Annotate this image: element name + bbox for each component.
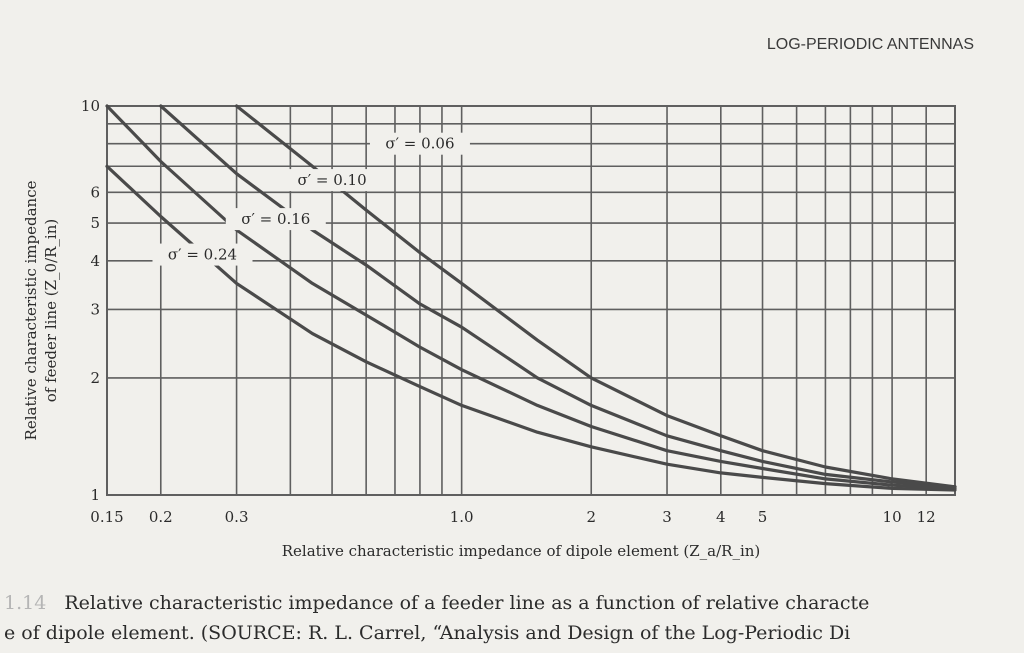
x-tick-label: 1.0: [450, 508, 474, 526]
y-tick-label: 2: [90, 369, 100, 387]
x-tick-label: 0.2: [149, 508, 173, 526]
curve-label-1: σ′ = 0.06: [385, 135, 454, 153]
grid: [106, 105, 956, 496]
x-tick-label: 5: [758, 508, 768, 526]
y-tick-label: 10: [81, 97, 100, 115]
curve-label-background: [152, 243, 253, 266]
x-tick-label: 2: [586, 508, 596, 526]
x-tick-label: 12: [917, 508, 936, 526]
curve-label-background: [282, 169, 383, 192]
x-tick-label: 3: [662, 508, 672, 526]
curve-label-background: [225, 208, 326, 231]
curve-series-4: [105, 164, 957, 492]
x-tick-label: 4: [716, 508, 726, 526]
caption-line-1: 1.14 Relative characteristic impedance of…: [4, 588, 1024, 618]
curve-series-3: [105, 104, 957, 490]
figure-caption: 1.14 Relative characteristic impedance of…: [4, 588, 1024, 648]
y-tick-label: 4: [90, 252, 100, 270]
x-tick-label: 0.3: [225, 508, 249, 526]
curve-label-2: σ′ = 0.10: [297, 171, 366, 189]
x-axis-label: Relative characteristic impedance of dip…: [282, 542, 761, 560]
y-tick-label: 3: [90, 300, 100, 318]
running-header: LOG-PERIODIC ANTENNAS: [766, 36, 974, 53]
x-tick-labels: 0.15 0.2 0.3 1.0 2 3 4 5 10 12: [90, 508, 935, 526]
y-axis-label-line2: of feeder line (Z_0/R_in): [42, 219, 60, 402]
caption-text-1: Relative characteristic impedance of a f…: [64, 592, 870, 614]
curve-series-2: [159, 104, 957, 489]
curve-series-1: [235, 104, 957, 489]
curve-label-3: σ′ = 0.16: [241, 210, 310, 228]
curves: [105, 104, 957, 492]
figure-number: 1.14: [4, 592, 47, 614]
curve-label-background: [369, 132, 470, 155]
x-tick-label: 0.15: [90, 508, 123, 526]
y-tick-label: 6: [90, 183, 100, 201]
x-tick-label: 10: [883, 508, 902, 526]
plot-frame: [106, 105, 956, 496]
y-tick-label: 5: [90, 214, 100, 232]
y-tick-labels: 1 2 3 4 5 6 10: [81, 97, 100, 504]
curve-labels: σ′ = 0.06 σ′ = 0.10 σ′ = 0.16σ′ = 0.24: [152, 132, 470, 266]
y-axis-label-line1: Relative characteristic impedance: [22, 180, 40, 440]
caption-line-2: e of dipole element. (SOURCE: R. L. Carr…: [4, 622, 851, 644]
curve-label-4: σ′ = 0.24: [168, 246, 237, 264]
y-tick-label: 1: [90, 486, 100, 504]
